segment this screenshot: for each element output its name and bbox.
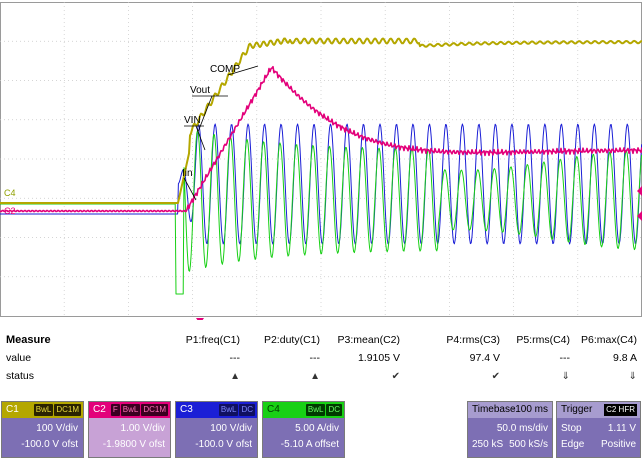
c1-badge-bandwidth: BwL xyxy=(33,404,54,416)
label-comp: COMP xyxy=(210,64,240,75)
c2-badge-coupling: DC1M xyxy=(141,404,168,416)
c3-vdiv: 100 V/div xyxy=(210,423,252,434)
timebase-points: 250 kS xyxy=(472,439,504,450)
timebase-box[interactable]: Timebase -100 ms 50.0 ms/div 250 kS 500 … xyxy=(467,401,553,458)
c2-vdiv: 1.00 V/div xyxy=(120,423,165,434)
c1-vdiv: 100 V/div xyxy=(36,423,78,434)
timebase-rate: 500 kS/s xyxy=(509,439,548,450)
label-iin: Iin xyxy=(182,168,193,179)
param-value-p4: 97.4 V xyxy=(469,352,500,364)
warning-icon: ▲ xyxy=(230,371,240,382)
measure-header-row: Measure P1:freq(C1) P2:duty(C1) P3:mean(… xyxy=(0,334,642,350)
c2-badge-bandwidth: BwL xyxy=(120,404,141,416)
trigger-slope: Positive xyxy=(600,439,636,450)
param-name-p6[interactable]: P6:max(C4) xyxy=(580,334,637,346)
channel-c1-box[interactable]: C1 BwL DC1M 100 V/div -100.0 V ofst xyxy=(1,401,84,458)
param-value-p2: --- xyxy=(309,352,321,364)
channel-c1-name: C1 xyxy=(6,404,19,415)
param-name-p1[interactable]: P1:freq(C1) xyxy=(185,334,240,346)
measure-title: Measure xyxy=(6,334,51,346)
trigger-label: Trigger xyxy=(561,404,593,415)
marker-c4: C4 xyxy=(4,188,16,198)
channel-c3-name: C3 xyxy=(180,404,193,415)
label-vin: VIN xyxy=(184,115,201,126)
scope-display: COMP Vout VIN Iin C4 C2 xyxy=(0,2,642,320)
channel-c2-name: C2 xyxy=(93,404,106,415)
status-row-label: status xyxy=(6,370,35,382)
param-value-p6: 9.8 A xyxy=(613,352,637,364)
trigger-box[interactable]: Trigger C2 HFR Stop 1.11 V Edge Positive xyxy=(556,401,641,458)
c1-offset: -100.0 V ofst xyxy=(21,439,78,450)
param-name-p3[interactable]: P3:mean(C2) xyxy=(337,334,400,346)
param-name-p4[interactable]: P4:rms(C3) xyxy=(446,334,500,346)
c4-badge-bandwidth: BwL xyxy=(305,404,326,416)
check-icon: ✔ xyxy=(391,371,400,382)
label-vout: Vout xyxy=(190,85,210,96)
c3-badge-coupling: DC xyxy=(239,404,255,416)
down-arrow-icon: ⇓ xyxy=(561,371,570,382)
channel-c4-name: C4 xyxy=(267,404,280,415)
graticule xyxy=(0,2,642,317)
timebase-tdiv: 50.0 ms/div xyxy=(496,423,548,434)
param-value-p5: --- xyxy=(559,352,571,364)
trigger-type: Edge xyxy=(561,439,585,450)
timebase-delay: -100 ms xyxy=(511,404,548,415)
check-icon: ✔ xyxy=(491,371,500,382)
param-name-p5[interactable]: P5:rms(C4) xyxy=(516,334,570,346)
channel-markers: C4 C2 xyxy=(4,186,642,320)
traces xyxy=(0,37,642,295)
c4-badge-coupling: DC xyxy=(326,404,342,416)
marker-c2: C2 xyxy=(4,206,16,216)
measure-value-row: value --- --- 1.9105 V 97.4 V --- 9.8 A xyxy=(0,352,642,368)
graticule-border xyxy=(0,2,642,317)
c3-offset: -100.0 V ofst xyxy=(195,439,252,450)
c4-offset: -5.10 A offset xyxy=(280,439,339,450)
waveform-area: COMP Vout VIN Iin C4 C2 xyxy=(0,2,642,320)
c2-badge-filter: F xyxy=(110,404,120,416)
timebase-label: Timebase xyxy=(472,404,516,415)
channel-c2-box[interactable]: C2 F BwL DC1M 1.00 V/div -1.9800 V ofst xyxy=(88,401,171,458)
c1-level-arrow[interactable] xyxy=(637,211,642,221)
c2-offset: -1.9800 V ofst xyxy=(102,439,165,450)
c4-adiv: 5.00 A/div xyxy=(295,423,339,434)
trigger-source: C2 HFR xyxy=(604,404,637,416)
param-value-p3: 1.9105 V xyxy=(357,352,400,364)
measure-table: Measure P1:freq(C1) P2:duty(C1) P3:mean(… xyxy=(0,334,642,396)
trigger-position-arrow[interactable] xyxy=(196,318,204,320)
c2-level-arrow[interactable] xyxy=(637,186,642,196)
down-arrow-icon: ⇓ xyxy=(628,371,637,382)
trigger-mode: Stop xyxy=(561,423,582,434)
trace-annotations: COMP Vout VIN Iin xyxy=(182,64,259,201)
value-row-label: value xyxy=(6,352,32,364)
trace-c2 xyxy=(0,65,642,213)
measure-status-row: status ▲ ▲ ✔ ✔ ⇓ ⇓ xyxy=(0,370,642,386)
c3-badge-bandwidth: BwL xyxy=(218,404,239,416)
warning-icon: ▲ xyxy=(310,371,320,382)
channel-c4-box[interactable]: C4 BwL DC 5.00 A/div -5.10 A offset xyxy=(262,401,345,458)
trace-c3 xyxy=(0,123,642,245)
c1-badge-coupling: DC1M xyxy=(54,404,81,416)
param-value-p1: --- xyxy=(229,352,241,364)
channel-c3-box[interactable]: C3 BwL DC 100 V/div -100.0 V ofst xyxy=(175,401,258,458)
trigger-level: 1.11 V xyxy=(607,423,636,434)
param-name-p2[interactable]: P2:duty(C1) xyxy=(263,334,320,346)
trace-c1 xyxy=(0,37,642,204)
